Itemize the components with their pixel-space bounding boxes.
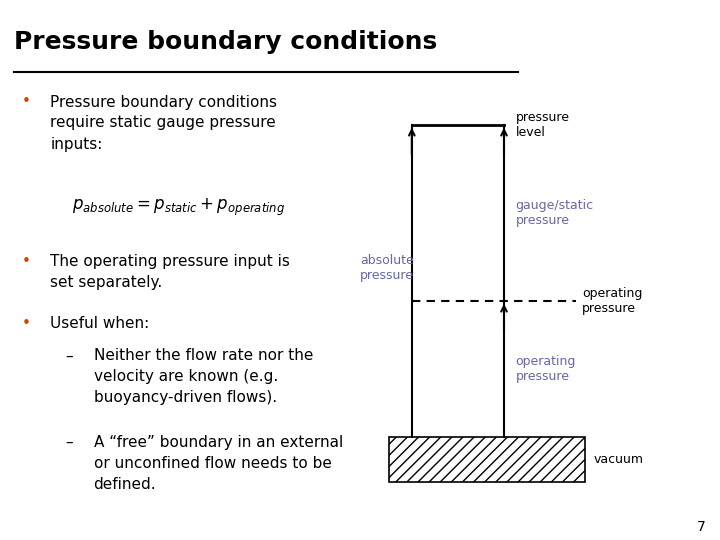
Text: operating
pressure: operating pressure [516,355,576,383]
Text: •: • [22,316,30,331]
Text: •: • [22,94,30,110]
Text: Pressure boundary conditions
require static gauge pressure
inputs:: Pressure boundary conditions require sta… [50,94,277,152]
Text: 7: 7 [697,519,706,534]
Text: The operating pressure input is
set separately.: The operating pressure input is set sepa… [50,254,290,290]
Text: A “free” boundary in an external
or unconfined flow needs to be
defined.: A “free” boundary in an external or unco… [94,435,343,492]
Text: gauge/static
pressure: gauge/static pressure [516,199,594,227]
Text: –: – [65,435,73,450]
Bar [389,437,585,482]
Text: Useful when:: Useful when: [50,316,150,331]
Text: $p_{absolute} = p_{static} + p_{operating}$: $p_{absolute} = p_{static} + p_{operatin… [72,197,285,218]
Text: –: – [65,348,73,363]
Text: pressure
level: pressure level [516,111,570,139]
Text: vacuum: vacuum [593,453,643,466]
Text: Pressure boundary conditions: Pressure boundary conditions [14,30,438,53]
Text: Neither the flow rate nor the
velocity are known (e.g.
buoyancy-driven flows).: Neither the flow rate nor the velocity a… [94,348,313,406]
Text: •: • [22,254,30,269]
Text: operating
pressure: operating pressure [582,287,642,315]
Text: absolute
pressure: absolute pressure [360,254,414,282]
